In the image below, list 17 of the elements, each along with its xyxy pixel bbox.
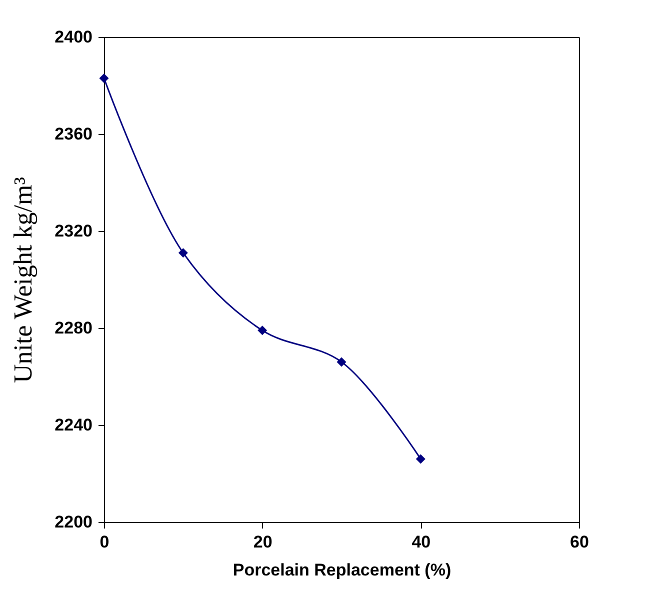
x-tick-label: 0 — [100, 532, 110, 552]
point — [336, 357, 346, 367]
y-axis-title: Unite Weight kg/m³ — [8, 176, 38, 383]
point — [416, 454, 426, 464]
point — [258, 326, 268, 336]
x-axis-title: Porcelain Replacement (%) — [232, 560, 452, 580]
y-tick-label: 2360 — [54, 124, 92, 144]
point — [99, 73, 109, 83]
y-tick-label: 2280 — [54, 318, 92, 338]
y-tick-label: 2320 — [54, 222, 92, 240]
point — [178, 248, 188, 258]
y-tick-label: 2400 — [54, 28, 92, 46]
y-tick-label: 2240 — [54, 416, 92, 434]
x-tick-label: 20 — [253, 532, 272, 552]
x-tick-label: 60 — [570, 532, 589, 552]
x-tick-label: 40 — [412, 532, 431, 552]
y-tick-label: 2200 — [54, 512, 92, 532]
